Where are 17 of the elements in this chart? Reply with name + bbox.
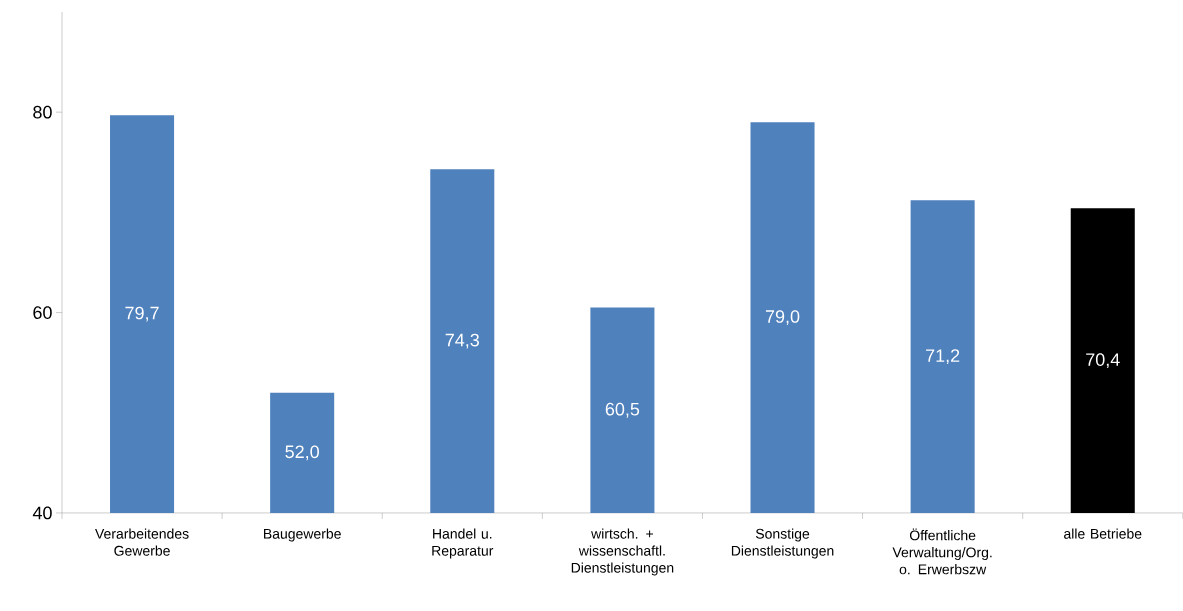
data-label: 70,4 (1086, 353, 1120, 369)
x-tick-label: Handel u. Reparatur (432, 528, 494, 559)
x-tick-label: Baugewerbe (264, 528, 341, 542)
x-tick-label: wirtsch. + wissenschaftl. Dienstleistungen (571, 528, 674, 576)
data-label: 52,0 (285, 445, 319, 461)
data-label: 74,3 (445, 333, 480, 349)
data-label: 79,0 (765, 310, 800, 326)
data-label: 60,5 (605, 402, 640, 418)
x-tick-label: alle Betriebe (1064, 528, 1142, 539)
y-tick-label: 40 (32, 506, 52, 520)
x-tick-label: Öffentliche Verwaltung/Org. o. Erwerbszw (892, 528, 992, 575)
y-tick-label: 60 (33, 306, 52, 319)
y-tick-label: 80 (33, 105, 52, 119)
data-label: 79,7 (125, 306, 159, 322)
x-tick-label: Sonstige Dienstleistungen (731, 528, 834, 559)
data-label: 71,2 (926, 349, 960, 365)
x-tick-label: Verarbeitendes Gewerbe (95, 528, 189, 556)
